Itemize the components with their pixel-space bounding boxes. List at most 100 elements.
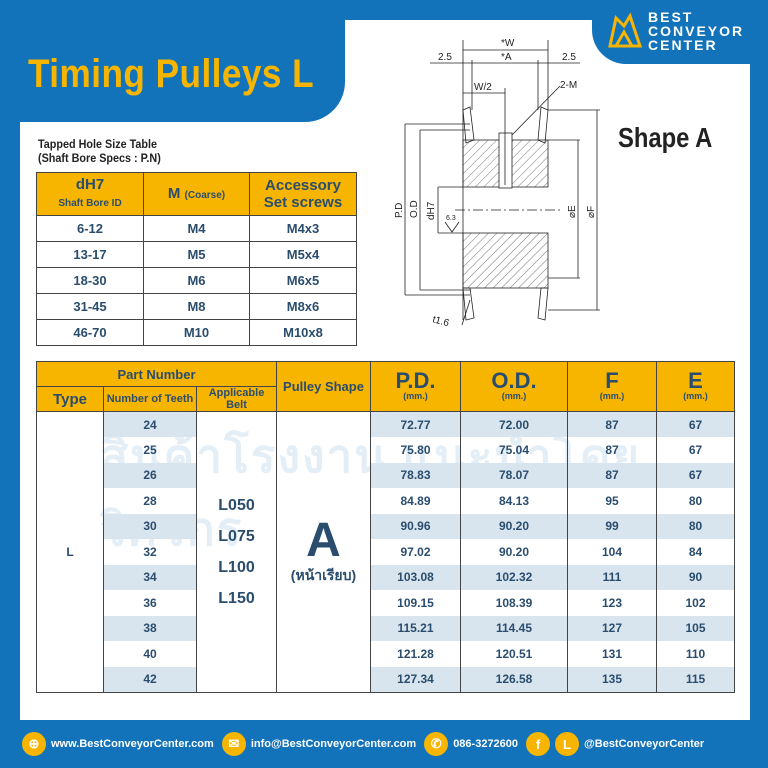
dim-e: ⌀E [567, 205, 578, 218]
thread-m-cell: M5 [143, 241, 250, 268]
header-od: O.D. (mm.) [460, 361, 568, 412]
table-row: 38 115.21 114.45 127 105 [37, 615, 735, 641]
globe-icon: ⊕ [22, 732, 46, 756]
bore-id-cell: 46-70 [36, 319, 144, 346]
dim-a: *A [501, 52, 512, 63]
logo-text-1: BEST [648, 9, 694, 25]
header-e: E (mm.) [656, 361, 735, 412]
od-cell: 75.04 [460, 437, 568, 463]
email-link[interactable]: info@BestConveyorCenter.com [250, 738, 417, 750]
pd-cell: 127.34 [370, 666, 461, 692]
header-text: M [167, 184, 181, 202]
header-text: F [605, 368, 619, 393]
title-banner [0, 0, 345, 122]
caption-line-2: (Shaft Bore Specs : P.N) [38, 151, 161, 165]
thread-m-cell: M6 [143, 267, 250, 294]
belt-label: L050 [218, 496, 255, 514]
pd-cell: 97.02 [370, 539, 461, 565]
teeth-cell: 38 [103, 615, 197, 641]
header-pd: P.D. (mm.) [370, 361, 461, 412]
header-dh7: dH7 Shaft Bore ID [36, 172, 144, 216]
pd-cell: 109.15 [370, 590, 461, 616]
shape-description: (หน้าเรียบ) [290, 566, 357, 583]
belt-label: L150 [218, 589, 255, 607]
social-handle[interactable]: @BestConveyorCenter [584, 738, 705, 750]
phone-number[interactable]: 086-3272600 [453, 738, 519, 750]
bore-id-cell: 6-12 [36, 215, 144, 242]
set-screw-cell: M4x3 [249, 215, 357, 242]
logo-icon [608, 12, 643, 48]
e-cell: 80 [656, 513, 735, 539]
table-row: 26 78.83 78.07 87 67 [37, 462, 735, 488]
tapped-hole-table: dH7 Shaft Bore ID M (Coarse) Accessory Set… [36, 172, 357, 346]
dim-left: 2.5 [438, 52, 452, 63]
pd-cell: 103.08 [370, 564, 461, 590]
set-screw-cell: M8x6 [249, 293, 357, 320]
caption-line-1: Tapped Hole Size Table [38, 137, 158, 151]
tapped-table-caption: Tapped Hole Size Table (Shaft Bore Specs … [38, 137, 161, 165]
phone-icon: ✆ [424, 732, 449, 756]
brand-logo: BEST CONVEYOR CENTER [592, 0, 768, 64]
f-cell: 111 [567, 564, 657, 590]
dim-w: *W [501, 38, 515, 49]
teeth-cell: 34 [103, 564, 197, 590]
table-row: 36 109.15 108.39 123 102 [37, 590, 735, 616]
header-f: F (mm.) [567, 361, 657, 412]
line-icon[interactable]: L [555, 732, 580, 756]
dim-pd: P.D [394, 203, 405, 218]
logo-text-2: CONVEYOR [648, 23, 745, 39]
e-cell: 67 [656, 462, 735, 488]
f-cell: 135 [567, 666, 657, 692]
tapped-row: 46-70 M10 M10x8 [36, 319, 357, 346]
tapped-row: 6-12 M4 M4x3 [36, 215, 357, 242]
header-m: M (Coarse) [143, 172, 250, 216]
shape-letter: A [306, 513, 341, 567]
header-text: Set screws [263, 194, 343, 211]
header-teeth: Number of Teeth [103, 386, 197, 412]
pulley-spec-table: Part Number Pulley Shape P.D. (mm.) O.D.(… [36, 361, 735, 693]
header-text: dH7 [75, 176, 105, 193]
pd-cell: 84.89 [370, 488, 461, 514]
f-cell: 95 [567, 488, 657, 514]
tapped-row: 18-30 M6 M6x5 [36, 267, 357, 294]
pd-cell: 75.80 [370, 437, 461, 463]
e-cell: 110 [656, 641, 735, 667]
table-row: 28 84.89 84.13 95 80 [37, 488, 735, 514]
logo-text-3: CENTER [648, 37, 718, 53]
header-part-number: Part Number [36, 361, 277, 387]
website-link[interactable]: www.BestConveyorCenter.com [51, 738, 214, 750]
facebook-icon[interactable]: f [526, 732, 551, 756]
thread-m-cell: M10 [143, 319, 250, 346]
roughness-label: 6.3 [446, 215, 456, 222]
tapped-row: 13-17 M5 M5x4 [36, 241, 357, 268]
f-cell: 127 [567, 615, 657, 641]
dim-t: t1.6 [431, 314, 450, 329]
od-cell: 102.32 [460, 564, 568, 590]
teeth-cell: 40 [103, 641, 197, 667]
teeth-cell: 26 [103, 462, 197, 488]
dim-right: 2.5 [562, 52, 576, 63]
dim-f: ⌀F [586, 206, 597, 218]
unit-label: (mm.) [403, 391, 428, 401]
e-cell: 67 [656, 411, 735, 437]
header-belt: Applicable Belt [196, 386, 277, 412]
pd-cell: 90.96 [370, 513, 461, 539]
header-sub: Shaft Bore ID [58, 198, 122, 209]
thread-m-cell: M8 [143, 293, 250, 320]
e-cell: 67 [656, 437, 735, 463]
header-pulley-shape: Pulley Shape [276, 361, 371, 412]
belt-label: L075 [218, 527, 255, 545]
unit-label: (mm.) [501, 391, 527, 401]
f-cell: 104 [567, 539, 657, 565]
e-cell: 90 [656, 564, 735, 590]
pd-cell: 78.83 [370, 462, 461, 488]
bore-id-cell: 31-45 [36, 293, 144, 320]
set-screw-cell: M6x5 [249, 267, 357, 294]
dim-od: O.D [409, 200, 420, 218]
teeth-cell: 32 [103, 539, 197, 565]
bore-id-cell: 18-30 [36, 267, 144, 294]
pd-cell: 115.21 [370, 615, 461, 641]
shape-label: Shape A [618, 122, 713, 153]
belt-label: L100 [218, 558, 255, 576]
dim-m: 2-M [560, 80, 577, 91]
